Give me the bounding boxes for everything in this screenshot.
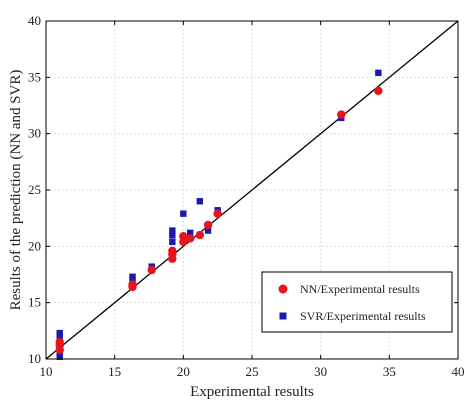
svr-data-point [56,329,63,337]
svr-data-point [129,273,136,280]
y-tick-label: 40 [28,13,41,28]
legend-svr-marker [279,312,287,320]
legend-svr-label: SVR/Experimental results [300,309,426,323]
x-tick-label: 20 [177,364,190,379]
nn-data-point [147,265,156,275]
svr-data-point [204,227,212,234]
y-axis-label: Results of the prediction (NN and SVR) [8,70,24,311]
nn-data-point [213,209,222,218]
nn-data-point [55,337,64,347]
svr-data-point [56,333,63,340]
svr-data-point [56,353,63,360]
identity-line [45,20,459,360]
y-tick-label: 10 [28,351,41,366]
nn-data-point [195,230,205,240]
x-tick-label: 25 [246,364,259,379]
svr-data-point [180,210,187,217]
nn-data-point [374,86,383,96]
nn-data-point [203,220,213,230]
x-tick-label: 30 [314,364,327,379]
y-tick-label: 35 [28,69,41,84]
legend-box [261,271,453,333]
x-tick-label: 35 [383,364,396,379]
nn-data-point [186,234,195,243]
data-points [55,69,383,360]
svr-data-point [169,227,176,234]
legend-nn-marker [278,284,288,294]
y-tick-label: 30 [28,126,41,141]
x-tick-label: 15 [108,364,121,379]
y-tick-label: 25 [28,182,41,197]
legend: NN/Experimental results SVR/Experimental… [261,271,453,333]
x-tick-label: 40 [452,364,465,379]
svr-data-point [196,198,204,205]
y-tick-label: 20 [28,238,41,253]
x-axis-label: Experimental results [190,384,314,400]
axis-ticks: 10 15 20 25 30 35 40 10 15 20 25 30 35 40 [28,13,465,379]
y-tick-label: 15 [28,295,41,310]
x-tick-label: 10 [40,364,53,379]
nn-data-point [128,280,137,289]
nn-data-point [337,110,346,119]
svr-data-point [169,238,176,246]
nn-data-point [168,246,177,256]
svr-data-point [129,276,136,284]
svr-data-point [375,69,382,77]
reference-line-layer [45,20,459,360]
svr-data-point [187,229,194,237]
svr-data-point [169,231,176,239]
legend-nn-label: NN/Experimental results [300,282,420,296]
nn-data-point [179,231,188,241]
